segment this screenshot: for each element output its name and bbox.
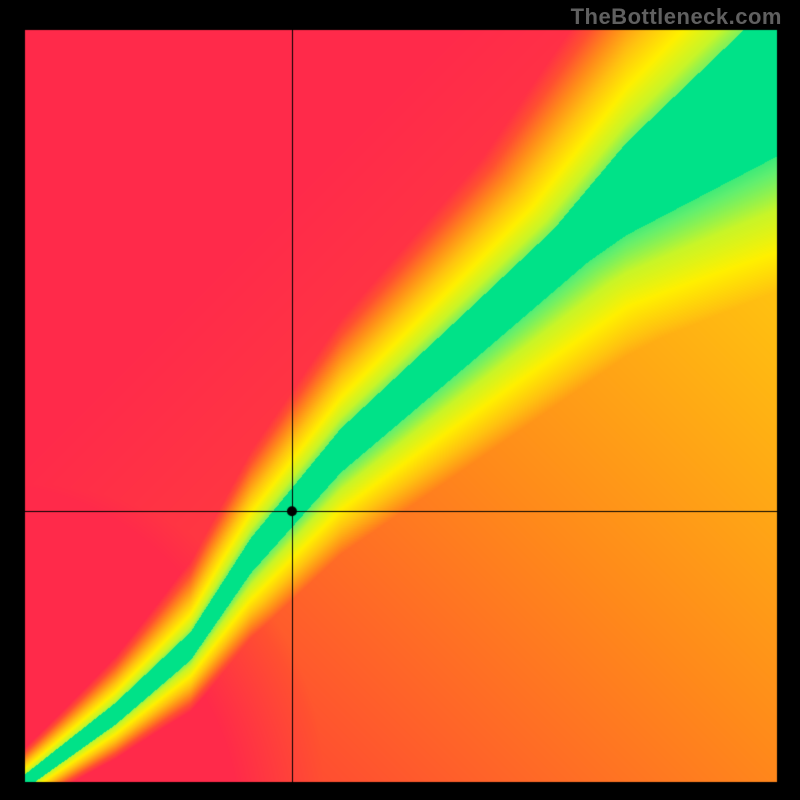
heatmap-canvas [0,0,800,800]
source-watermark: TheBottleneck.com [571,4,782,30]
chart-container: TheBottleneck.com [0,0,800,800]
